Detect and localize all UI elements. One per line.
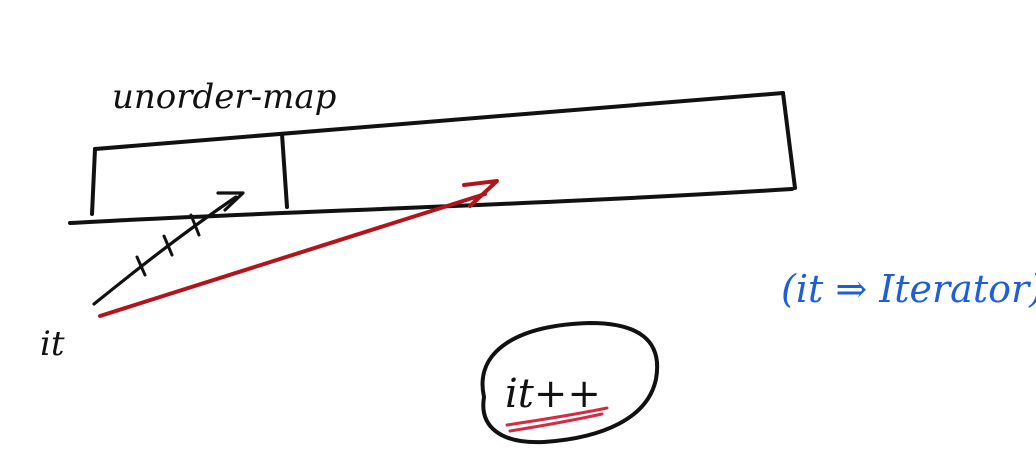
- red-arrow-shaft: [98, 192, 487, 318]
- black-arrow-tick: [135, 255, 147, 277]
- map-title-label: unorder-map: [112, 77, 336, 117]
- map-box-left-edge: [90, 147, 97, 216]
- iterator-note: (it ⇒ Iterator): [781, 267, 1036, 311]
- black-arrow-tick: [162, 234, 174, 257]
- iterator-note-label: (it ⇒ Iterator): [781, 267, 1036, 311]
- map-box-right-edge: [781, 91, 797, 190]
- increment-underline: [508, 412, 604, 433]
- black-arrow-head: [216, 191, 245, 212]
- map-box-top-edge: [93, 91, 785, 151]
- map-box-bottom-edge: [68, 187, 794, 225]
- increment-circle: [480, 321, 660, 445]
- increment-label: it++: [505, 371, 601, 417]
- increment-callout: it++: [480, 321, 660, 445]
- increment-underline: [505, 406, 609, 427]
- black-arrow-shaft: [92, 195, 238, 306]
- red-iterator-arrow: [98, 179, 499, 318]
- red-arrow-head: [462, 179, 499, 208]
- map-container: [68, 91, 797, 225]
- black-arrow-tick: [189, 213, 201, 237]
- black-iterator-arrow: [92, 191, 245, 306]
- iterator-label: it: [40, 324, 65, 364]
- map-bucket-divider: [280, 132, 289, 209]
